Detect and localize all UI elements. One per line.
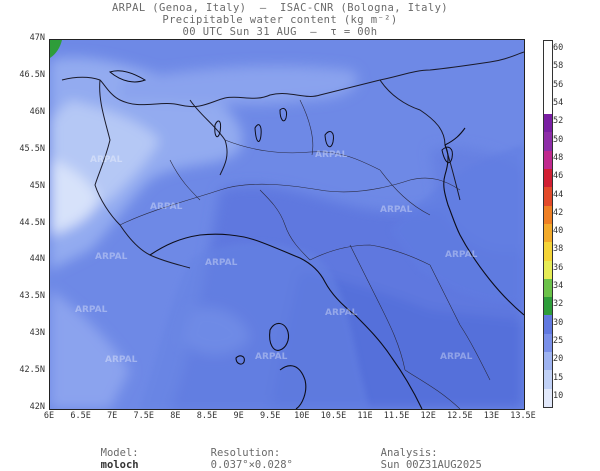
resolution-label: Resolution: [210, 447, 281, 459]
watermark: ARPAL [105, 355, 138, 365]
model-value: moloch [100, 459, 139, 471]
watermark: ARPAL [95, 252, 128, 262]
colorbar-label: 60 [553, 43, 564, 54]
colorbar-label: 38 [553, 244, 564, 255]
colorbar-segment [544, 388, 552, 407]
watermark: ARPAL [75, 305, 108, 315]
watermark: ARPAL [445, 250, 478, 260]
latitude-label: 42N [29, 402, 45, 412]
colorbar [543, 40, 553, 408]
longitude-label: 11E [357, 411, 373, 421]
footer-model: Model: moloch [88, 435, 139, 471]
colorbar-segment [544, 114, 552, 133]
colorbar-label: 10 [553, 390, 564, 401]
colorbar-label: 50 [553, 134, 564, 145]
colorbar-segment [544, 41, 552, 60]
watermark: ARPAL [325, 308, 358, 318]
colorbar-segment [544, 278, 552, 298]
analysis-value: Sun 00Z31AUG2025 [380, 459, 482, 471]
longitude-label: 13E [483, 411, 500, 421]
latitude-label: 44N [29, 254, 45, 265]
colorbar-label: 54 [553, 98, 564, 109]
colorbar-segment [544, 370, 552, 389]
longitude-label: 13.5E [510, 411, 536, 421]
coastlines [149, 127, 524, 409]
latitude-label: 46N [29, 106, 45, 117]
colorbar-label: 30 [553, 317, 564, 328]
header-line-2: Precipitable water content (kg m⁻²) [162, 14, 398, 26]
longitude-label: 11.5E [383, 411, 410, 421]
model-label: Model: [100, 447, 139, 459]
longitude-label: 10E [294, 411, 310, 421]
longitude-label: 6.5E [70, 411, 91, 421]
colorbar-segment [544, 333, 552, 353]
region-borders [119, 99, 491, 409]
watermark: ARPAL [90, 155, 123, 165]
green-corner [50, 40, 62, 58]
colorbar-label: 58 [553, 61, 564, 72]
longitude-label: 8.5E [196, 411, 218, 421]
colorbar-label: 56 [553, 79, 564, 90]
colorbar-label: 25 [553, 335, 564, 346]
colorbar-segment [544, 132, 552, 151]
resolution-value: 0.037°×0.028° [210, 459, 293, 471]
longitude-label: 7.5E [133, 411, 155, 421]
latitude-label: 45.5N [19, 143, 45, 154]
latitude-label: 45N [29, 180, 45, 191]
longitude-label: 12.5E [447, 411, 473, 421]
watermark: ARPAL [205, 258, 238, 268]
precipitable-water-map[interactable]: ARPAL ARPAL ARPAL ARPAL ARPAL ARPAL ARPA… [49, 39, 525, 410]
longitude-label: 9E [233, 411, 244, 421]
colorbar-label: 48 [553, 152, 564, 163]
colorbar-segment [544, 187, 552, 206]
latitude-label: 44.5N [19, 217, 45, 228]
header-line-1: ARPAL (Genoa, Italy) – ISAC-CNR (Bologna… [111, 2, 449, 14]
colorbar-label: 52 [553, 116, 564, 127]
latitude-label: 42.5N [19, 365, 45, 376]
watermark: ARPAL [150, 202, 183, 212]
colorbar-segment [544, 297, 552, 316]
longitude-label: 10.5E [320, 411, 347, 421]
colorbar-segment [544, 315, 552, 334]
colorbar-segment [544, 59, 552, 78]
colorbar-label: 44 [553, 189, 564, 200]
longitude-label: 6E [43, 411, 55, 421]
colorbar-label: 40 [553, 226, 564, 237]
colorbar-label: 15 [553, 372, 564, 383]
watermark: ARPAL [380, 205, 413, 215]
longitude-label: 9.5E [259, 411, 281, 421]
lakes [108, 70, 334, 148]
footer-resolution: Resolution: 0.037°×0.028° [198, 435, 293, 471]
watermark: ARPAL [440, 352, 473, 362]
colorbar-segment [544, 205, 552, 224]
latitude-label: 43N [29, 328, 45, 339]
header-line-3: 00 UTC Sun 31 AUG – τ = 00h [182, 26, 378, 38]
colorbar-segment [544, 77, 552, 96]
latitude-label: 46.5N [19, 69, 45, 80]
colorbar-segment [544, 95, 552, 115]
map-field [50, 40, 524, 409]
latitude-label: 43.5N [19, 291, 45, 302]
colorbar-segment [544, 260, 552, 279]
colorbar-segment [544, 242, 552, 261]
country-borders [61, 51, 524, 269]
colorbar-segment [544, 169, 552, 188]
watermark: ARPAL [255, 352, 288, 362]
colorbar-label: 46 [553, 171, 564, 182]
longitude-label: 12E [420, 411, 436, 421]
longitude-label: 7E [107, 411, 118, 421]
colorbar-segment [544, 223, 552, 243]
colorbar-label: 36 [553, 262, 564, 273]
longitude-label: 8E [170, 411, 181, 421]
colorbar-label: 42 [553, 207, 564, 218]
colorbar-label: 34 [553, 281, 564, 292]
footer-analysis: Analysis: Sun 00Z31AUG2025 [368, 435, 482, 471]
colorbar-label: 20 [553, 354, 564, 365]
watermark: ARPAL [315, 150, 348, 160]
colorbar-label: 32 [553, 299, 564, 310]
analysis-label: Analysis: [380, 447, 438, 459]
colorbar-segment [544, 352, 552, 371]
latitude-label: 47N [29, 33, 45, 43]
colorbar-segment [544, 150, 552, 170]
